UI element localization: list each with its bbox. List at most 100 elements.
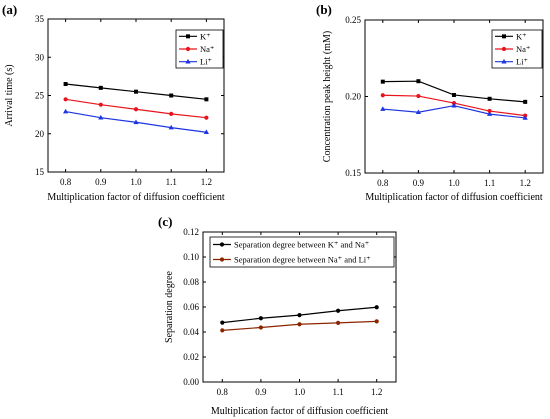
data-point (63, 97, 68, 102)
y-tick-label: 15 (35, 167, 45, 177)
chart-panel-b: (b) 0.8 0.9 1.0 1.1 1.2 0.15 0.20 0.25 Multiplica… (316, 2, 544, 203)
y-tick-label: 0.10 (183, 252, 199, 262)
y-tick-label: 0.04 (183, 327, 199, 337)
data-point (297, 322, 302, 327)
data-point (186, 34, 190, 39)
data-point (502, 34, 506, 39)
data-point (203, 129, 209, 135)
y-tick-label: 0.00 (183, 377, 199, 387)
data-point (98, 85, 103, 90)
data-point (168, 124, 174, 130)
data-point (220, 320, 225, 325)
data-point (63, 82, 68, 87)
x-tick-label: 1.2 (201, 177, 212, 187)
y-tick-label: 0.15 (345, 168, 361, 178)
data-point (416, 79, 421, 84)
legend-label: Na⁺ (516, 44, 530, 54)
panel-label: (c) (158, 214, 172, 229)
y-tick-label: 0.25 (345, 15, 361, 25)
data-point (98, 114, 104, 120)
y-tick-label: 0.08 (183, 277, 199, 287)
x-tick-label: 1.1 (166, 177, 177, 187)
x-tick-label: 0.9 (255, 387, 267, 397)
y-tick-label: 0.02 (183, 352, 199, 362)
y-tick-label: 20 (35, 129, 45, 139)
x-tick-label: 1.1 (332, 387, 343, 397)
y-tick-label: 35 (35, 14, 45, 24)
legend-label: Separation degree between Na⁺ and Li⁺ (234, 255, 371, 265)
legend-label: Na⁺ (200, 44, 214, 54)
legend-label: Separation degree between K⁺ and Na⁺ (234, 240, 369, 250)
y-axis-title: Separation degree (164, 270, 175, 342)
x-axis-title: Multiplication factor of diffusion coeff… (211, 406, 389, 417)
y-axis-title: Arrival time (s) (4, 64, 15, 126)
x-tick-label: 0.9 (95, 177, 107, 187)
data-point (133, 107, 139, 112)
data-point (219, 242, 225, 247)
y-axis-title: Concentration peak height (mM) (322, 31, 333, 162)
data-point (501, 58, 507, 64)
data-point (374, 305, 379, 310)
x-tick-label: 1.0 (130, 177, 142, 187)
data-point (185, 58, 191, 64)
legend-box (209, 236, 395, 268)
y-tick-label: 25 (35, 91, 45, 101)
y-tick-label: 30 (35, 52, 45, 62)
panel-label: (b) (316, 2, 332, 17)
data-point (451, 102, 457, 108)
series-line (382, 80, 526, 103)
x-tick-label: 1.2 (371, 387, 382, 397)
data-point (185, 46, 191, 52)
series-line (382, 105, 526, 119)
x-tick-label: 1.2 (520, 178, 531, 188)
legend-label: K⁺ (200, 31, 211, 41)
data-point (501, 46, 507, 52)
data-point (452, 92, 456, 97)
data-point (374, 319, 379, 324)
data-point (336, 320, 341, 325)
legend-label: Li⁺ (200, 57, 212, 67)
data-point (220, 328, 225, 333)
x-tick-label: 1.0 (448, 178, 460, 188)
data-point (98, 102, 103, 107)
data-point (487, 111, 493, 116)
data-point (297, 313, 302, 318)
data-point (258, 325, 263, 330)
data-point (415, 109, 421, 115)
data-point (63, 108, 69, 114)
chart-panel-a: (a) 0.8 0.9 1.0 1.1 1.2 15 20 25 30 35 Multiplicati… (2, 2, 225, 203)
y-tick-label: 0.06 (183, 302, 199, 312)
data-point (487, 108, 492, 114)
data-point (522, 115, 528, 120)
x-tick-label: 1.1 (484, 178, 495, 188)
x-tick-label: 0.8 (217, 387, 229, 397)
data-point (380, 79, 385, 84)
y-tick-label: 0.20 (345, 92, 361, 102)
data-point (219, 257, 225, 262)
data-point (416, 93, 421, 99)
x-tick-label: 0.8 (60, 177, 72, 187)
x-tick-label: 0.8 (377, 178, 389, 188)
y-tick-label: 0.12 (183, 227, 199, 237)
data-point (133, 119, 139, 125)
panel-label: (a) (2, 2, 17, 17)
legend-label: K⁺ (516, 31, 527, 41)
data-point (134, 89, 138, 94)
data-point (204, 97, 209, 102)
data-point (204, 115, 209, 120)
x-tick-label: 1.0 (294, 387, 306, 397)
chart-panel-c: (c) 0.8 0.9 1.0 1.1 1.2 0.00 0.02 0.04 0.06 0.08 0.… (158, 214, 397, 417)
x-axis-title: Multiplication factor of diffusion coeff… (365, 192, 543, 203)
data-point (169, 111, 174, 116)
x-tick-label: 0.9 (413, 178, 425, 188)
legend-label: Li⁺ (516, 57, 528, 67)
data-point (487, 96, 492, 101)
data-point (169, 93, 174, 98)
data-point (380, 106, 386, 111)
x-axis-title: Multiplication factor of diffusion coeff… (47, 192, 225, 203)
data-point (523, 99, 528, 104)
data-point (336, 308, 341, 313)
data-point (258, 316, 263, 321)
data-point (380, 93, 385, 98)
